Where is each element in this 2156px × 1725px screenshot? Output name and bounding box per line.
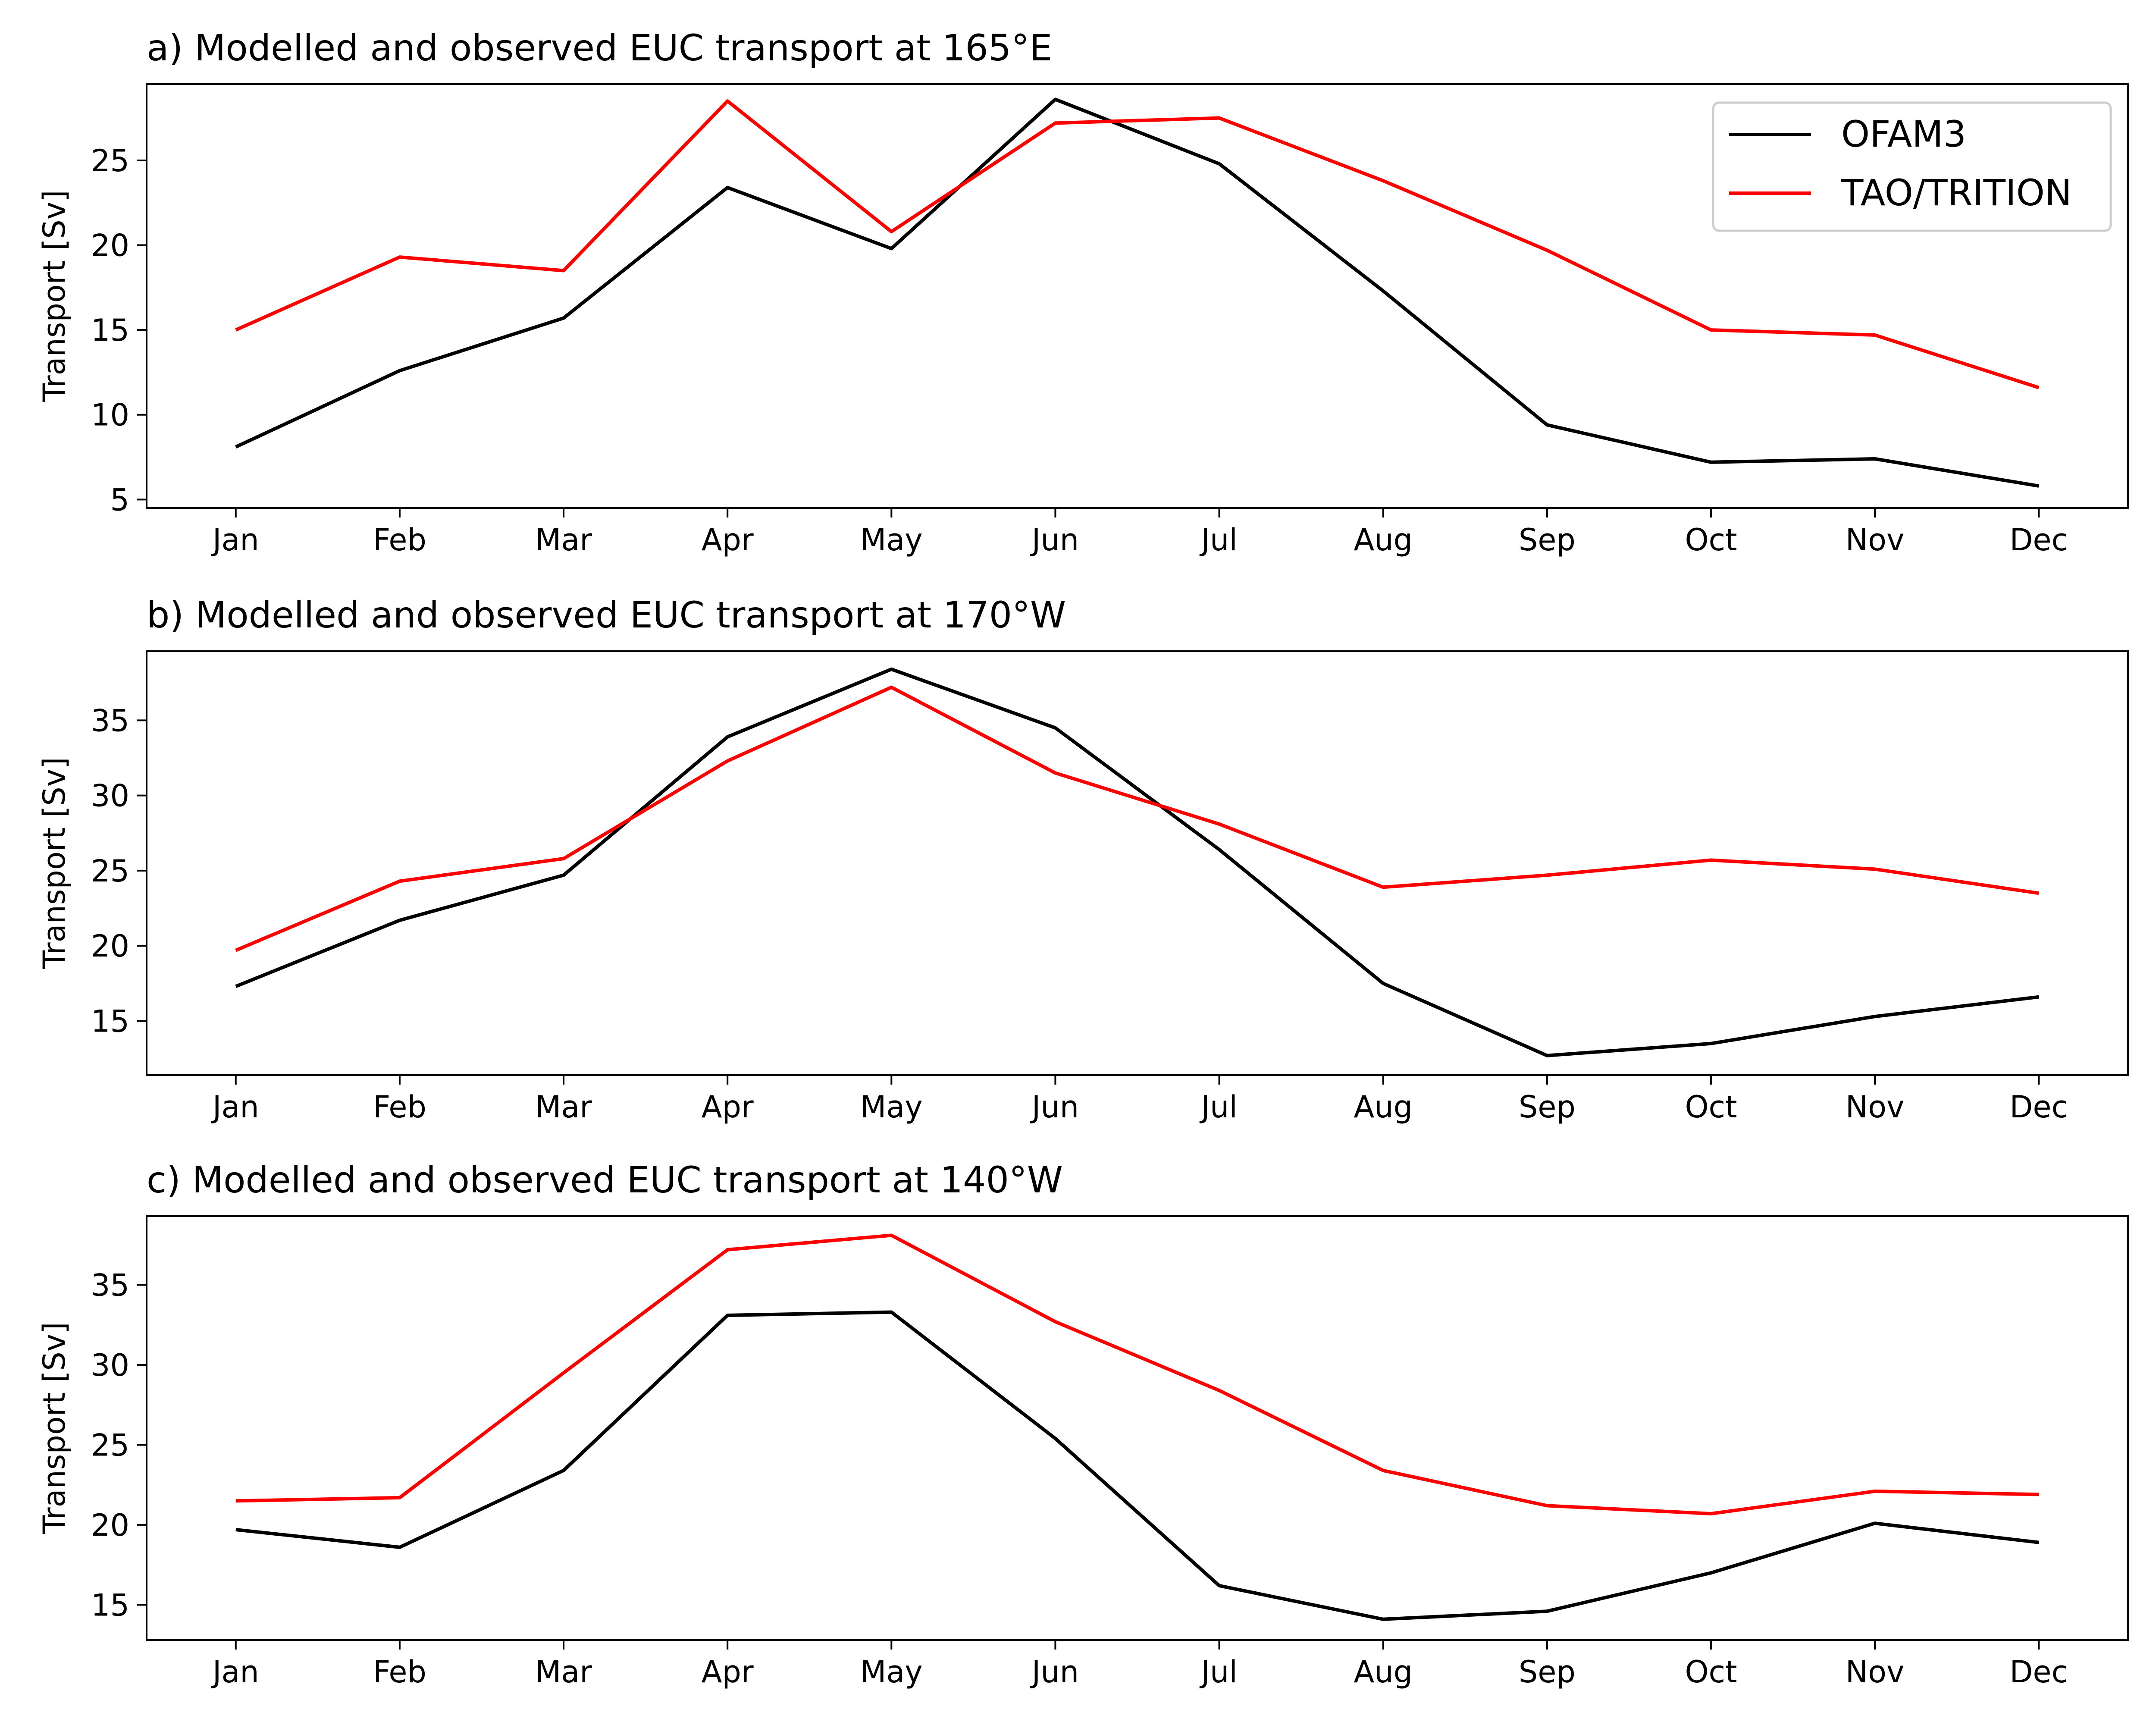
plot-area: Jan Feb Mar Apr May Jun Jul Aug Sep Oct Nov Dec 15 20… — [91, 1215, 2129, 1690]
x-tick-label: Apr — [702, 1089, 754, 1125]
x-tick-label: Sep — [1519, 1089, 1576, 1125]
x-tick-label: Nov — [1846, 1089, 1905, 1125]
panel-title: c) Modelled and observed EUC transport a… — [147, 1159, 1063, 1201]
x-tick-label: Feb — [373, 522, 426, 558]
x-tick-label: Jun — [1030, 522, 1079, 558]
x-tick-label: Aug — [1354, 1654, 1413, 1690]
series-line-tao-trition — [235, 1233, 2039, 1515]
x-tick-label: Jun — [1030, 1089, 1079, 1125]
y-tick-label: 25 — [91, 143, 129, 179]
y-tick-label: 30 — [91, 1348, 129, 1383]
x-tick-label: Jan — [211, 1654, 259, 1690]
x-tick-label: Oct — [1685, 1654, 1737, 1690]
x-tick-label: Jan — [211, 522, 259, 558]
y-tick-label: 5 — [110, 482, 129, 518]
y-tick-label: 35 — [91, 1268, 129, 1303]
series-line-ofam3 — [235, 667, 2039, 1057]
axes-frame — [146, 650, 2129, 1076]
y-tick-label: 15 — [91, 1587, 129, 1623]
legend: OFAM3 TAO/TRITION — [1712, 101, 2112, 232]
y-tick-label: 35 — [91, 703, 129, 738]
legend-label-tao-trition: TAO/TRITION — [1841, 172, 2072, 214]
x-tick-label: Mar — [535, 1654, 592, 1690]
y-axis-label: Transport [Sv] — [37, 190, 72, 402]
x-tick-label: Aug — [1354, 1089, 1413, 1125]
y-tick-label: 20 — [91, 928, 129, 964]
x-tick-label: Feb — [373, 1654, 426, 1690]
series-line-ofam3 — [235, 1310, 2039, 1621]
series-line-ofam3 — [235, 97, 2039, 488]
x-tick-label: Dec — [2009, 1654, 2068, 1690]
x-tick-label: Dec — [2009, 522, 2068, 558]
plot-area: Jan Feb Mar Apr May Jun Jul Aug Sep Oct Nov Dec 5 10 1… — [91, 83, 2129, 558]
x-tick-label: Jan — [211, 1089, 259, 1125]
y-tick-label: 25 — [91, 853, 129, 889]
y-tick-label: 10 — [91, 398, 129, 433]
x-tick-label: Oct — [1685, 522, 1737, 558]
x-tick-label: Sep — [1519, 522, 1576, 558]
x-tick-label: Aug — [1354, 522, 1413, 558]
x-tick-label: May — [860, 522, 923, 558]
x-tick-label: Jul — [1199, 522, 1237, 558]
y-tick-label: 25 — [91, 1427, 129, 1463]
x-tick-label: Nov — [1846, 522, 1905, 558]
legend-label-ofam3: OFAM3 — [1841, 113, 1966, 155]
plot-area: Jan Feb Mar Apr May Jun Jul Aug Sep Oct Nov Dec 15 20… — [91, 650, 2129, 1125]
x-tick-label: Nov — [1846, 1654, 1905, 1690]
x-tick-label: Jul — [1199, 1089, 1237, 1125]
axes-frame — [146, 83, 2129, 509]
panel-b: b) Modelled and observed EUC transport a… — [37, 594, 2129, 1125]
panel-c: c) Modelled and observed EUC transport a… — [37, 1159, 2129, 1690]
y-tick-label: 15 — [91, 313, 129, 348]
x-tick-label: Feb — [373, 1089, 426, 1125]
x-tick-label: Jun — [1030, 1654, 1079, 1690]
series-line-tao-trition — [235, 685, 2039, 952]
x-tick-label: Mar — [535, 1089, 592, 1125]
x-tick-label: Apr — [702, 1654, 754, 1690]
y-tick-label: 30 — [91, 778, 129, 814]
x-tick-label: May — [860, 1654, 923, 1690]
axes-frame — [146, 1215, 2129, 1641]
x-tick-label: Apr — [702, 522, 754, 558]
panel-title: a) Modelled and observed EUC transport a… — [147, 27, 1052, 69]
panel-a: a) Modelled and observed EUC transport a… — [37, 27, 2129, 558]
y-tick-label: 15 — [91, 1004, 129, 1039]
x-tick-label: Sep — [1519, 1654, 1576, 1690]
x-tick-label: Dec — [2009, 1089, 2068, 1125]
y-tick-label: 20 — [91, 228, 129, 263]
y-tick-label: 20 — [91, 1508, 129, 1543]
x-tick-label: Jul — [1199, 1654, 1237, 1690]
x-tick-label: May — [860, 1089, 923, 1125]
y-axis-label: Transport [Sv] — [37, 757, 72, 969]
panel-title: b) Modelled and observed EUC transport a… — [147, 594, 1066, 636]
series-line-tao-trition — [235, 99, 2040, 389]
x-tick-label: Oct — [1685, 1089, 1737, 1125]
x-tick-label: Mar — [535, 522, 592, 558]
legend-box — [1712, 101, 2112, 232]
y-axis-label: Transport [Sv] — [37, 1322, 72, 1534]
